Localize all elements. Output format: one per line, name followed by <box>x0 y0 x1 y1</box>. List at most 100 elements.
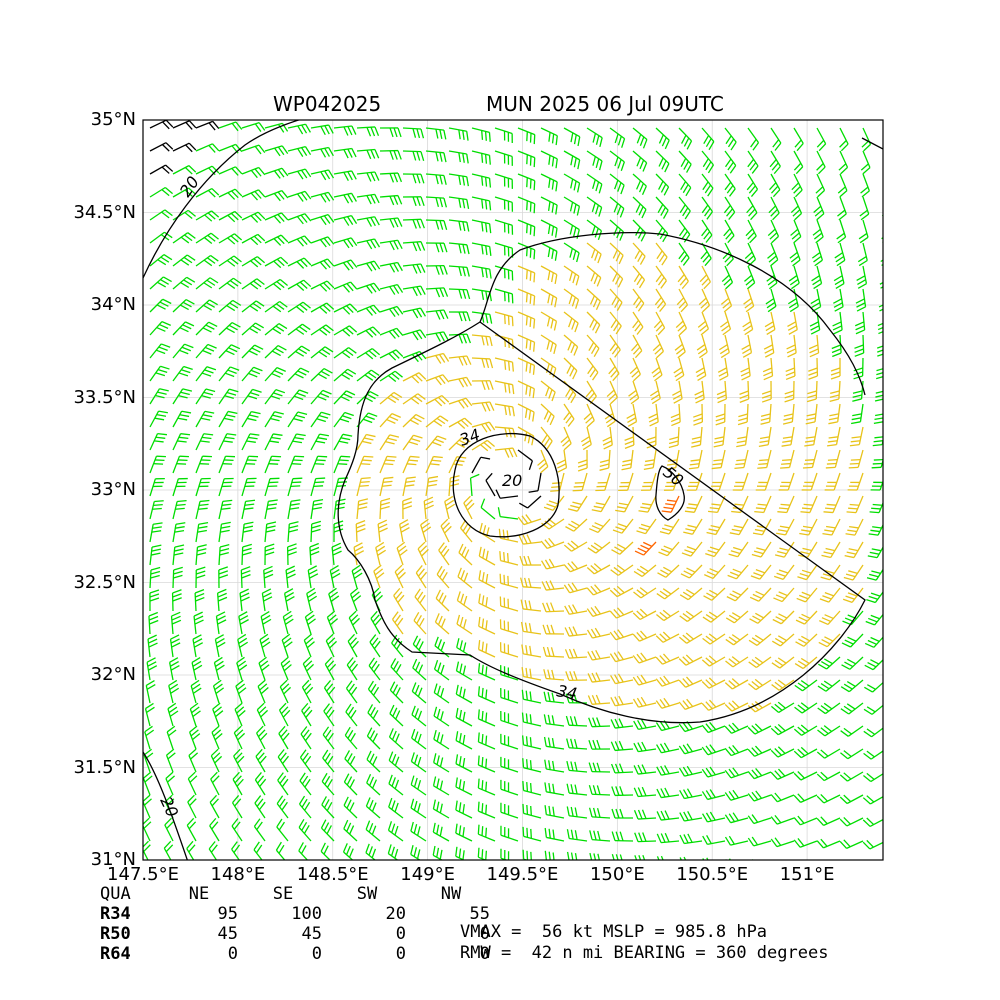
wind-barb <box>500 733 519 750</box>
wind-barb <box>754 495 772 514</box>
wind-barb <box>840 679 864 693</box>
wind-barb <box>802 449 818 469</box>
wind-barb <box>231 818 243 842</box>
wind-barb <box>307 565 319 589</box>
wind-barb <box>440 518 452 543</box>
wind-barb <box>793 793 818 803</box>
wind-barb <box>494 242 514 258</box>
wind-barb <box>172 522 186 543</box>
longitude-tick-label: 148°E <box>210 864 266 885</box>
wind-barb <box>564 604 588 615</box>
wind-barb <box>519 555 542 566</box>
wind-barb <box>477 755 496 773</box>
wind-barb <box>388 797 404 819</box>
wind-barb <box>379 327 404 339</box>
wind-barb <box>804 426 818 447</box>
wind-barb <box>333 368 357 382</box>
wind-barb <box>816 816 841 826</box>
wind-barb <box>704 564 726 580</box>
wind-barb <box>655 173 670 196</box>
wind-barb <box>432 845 444 860</box>
wind-barb <box>425 374 450 386</box>
wind-barb <box>801 472 818 491</box>
wind-barb <box>301 702 313 727</box>
wind-barb <box>678 242 690 266</box>
wind-barb <box>796 587 818 603</box>
wind-barb <box>840 702 864 715</box>
wind-barb <box>344 726 358 750</box>
wind-barb <box>747 790 772 802</box>
wind-barb <box>494 380 515 395</box>
wind-barb <box>471 456 491 474</box>
wind-barb <box>402 455 420 474</box>
wind-barb <box>321 796 335 819</box>
wind-barb <box>402 196 425 207</box>
wind-barb <box>638 495 657 513</box>
wind-barb <box>387 821 404 842</box>
wind-barb <box>816 793 841 804</box>
wind-barb <box>723 196 736 220</box>
wind-barb <box>149 566 161 589</box>
wind-barb <box>725 610 749 624</box>
wind-barb <box>195 165 220 176</box>
wind-barb <box>765 288 777 313</box>
wind-barb <box>724 722 749 734</box>
wind-barb <box>149 544 162 566</box>
wind-barb <box>172 165 197 175</box>
wind-barb <box>448 196 470 209</box>
wind-barb <box>411 705 427 727</box>
wind-barb <box>343 773 358 796</box>
wind-barb <box>287 190 312 202</box>
wind-barb <box>471 196 492 211</box>
longitude-tick-label: 150.5°E <box>676 864 749 885</box>
wind-barb <box>165 748 176 773</box>
longitude-tick-label: 149°E <box>400 864 455 885</box>
wind-barb <box>587 649 611 661</box>
wind-barb <box>821 541 841 559</box>
wind-barb <box>564 648 588 659</box>
wind-barb <box>747 723 772 735</box>
wind-barb <box>438 542 450 566</box>
wind-barb <box>500 802 519 819</box>
wind-barb <box>343 819 358 842</box>
wind-barb <box>410 798 427 819</box>
wind-barb <box>218 143 243 154</box>
wind-barb <box>610 740 634 752</box>
wind-barb <box>678 173 692 197</box>
wind-barb <box>586 563 611 575</box>
wind-barb <box>675 311 688 336</box>
wind-barb <box>435 589 450 612</box>
wind-barb <box>540 334 557 355</box>
wind-barb <box>301 679 314 704</box>
wind-barb <box>632 127 648 149</box>
wind-barb <box>192 634 204 658</box>
wind-barb <box>263 565 274 589</box>
wind-barb <box>719 311 732 336</box>
wind-barb <box>500 779 519 796</box>
wind-barb <box>448 436 471 451</box>
wind-barb <box>678 632 703 644</box>
wind-barb <box>563 311 579 333</box>
wind-barb <box>149 254 173 267</box>
wind-barb <box>347 633 359 658</box>
wind-barb <box>862 817 883 828</box>
wind-barb <box>460 519 473 543</box>
wind-barb <box>828 403 841 425</box>
longitude-tick-label: 150°E <box>589 864 645 885</box>
wind-barb <box>519 495 542 509</box>
wind-barb <box>702 633 726 645</box>
wind-barb <box>187 794 197 819</box>
wind-barb <box>356 260 381 272</box>
longitude-tick-label: 147.5°E <box>107 864 179 885</box>
wind-barb <box>264 433 283 451</box>
wind-barb <box>241 300 265 313</box>
wind-barb <box>729 518 749 536</box>
wind-barb <box>145 680 156 704</box>
wind-barb <box>747 836 772 847</box>
wind-barb <box>172 365 193 382</box>
wind-barb <box>520 621 542 635</box>
cell-value: 0 <box>479 944 490 964</box>
wind-barb <box>517 173 536 191</box>
wind-barb <box>237 633 249 658</box>
wind-barb <box>218 499 233 520</box>
